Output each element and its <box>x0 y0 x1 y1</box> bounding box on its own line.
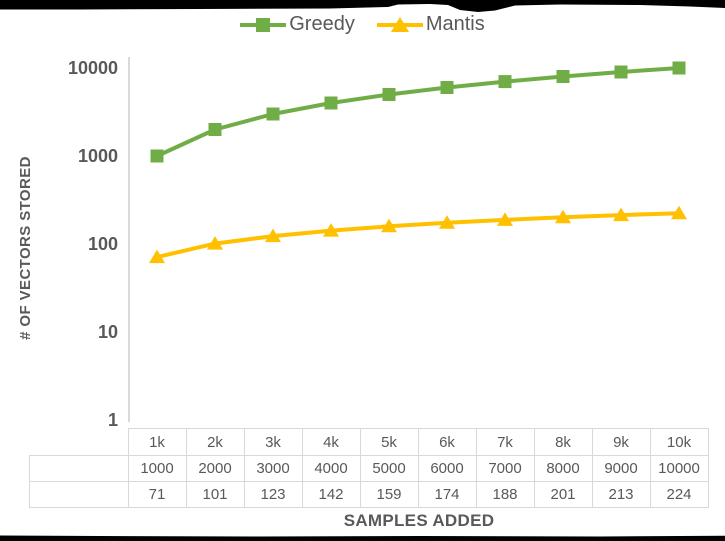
value-greedy-5k: 5000 <box>359 455 419 482</box>
table-corner-spacer <box>30 429 129 456</box>
marker-greedy-7k <box>498 75 512 89</box>
row-header-mantis <box>29 481 129 508</box>
data-table: 1k 2k 3k 4k 5k 6k 7k 8k 9k 10k 1000 2000 3000 4000 500… <box>29 428 709 508</box>
table-row-mantis: 71 101 123 142 159 174 188 201 213 224 <box>29 481 709 508</box>
value-greedy-2k: 2000 <box>185 455 245 482</box>
value-greedy-7k: 7000 <box>475 455 535 482</box>
table-header-row: 1k 2k 3k 4k 5k 6k 7k 8k 9k 10k <box>30 428 709 456</box>
marker-greedy-5k <box>382 88 396 101</box>
x-category-5k: 5k <box>359 428 419 456</box>
legend-item-mantis: Mantis <box>376 13 485 36</box>
x-category-8k: 8k <box>533 428 593 456</box>
value-mantis-6k: 174 <box>417 481 477 508</box>
plot-area <box>128 57 687 422</box>
series-line-greedy <box>155 66 681 158</box>
scan-border-top <box>0 0 725 12</box>
marker-mantis-7k <box>497 212 513 226</box>
value-greedy-8k: 8000 <box>533 455 593 482</box>
legend-label-mantis: Mantis <box>425 13 485 35</box>
value-greedy-1k: 1000 <box>127 455 187 482</box>
x-category-7k: 7k <box>475 428 535 456</box>
marker-greedy-8k <box>556 70 570 83</box>
marker-greedy-1k <box>150 149 164 163</box>
y-tick-100: 100 <box>87 234 118 254</box>
value-greedy-3k: 3000 <box>243 455 303 482</box>
marker-mantis-1k <box>149 249 165 264</box>
scan-border-bottom-shape <box>0 535 725 541</box>
value-mantis-4k: 142 <box>301 481 361 508</box>
value-greedy-9k: 9000 <box>591 455 651 482</box>
scan-border-bottom <box>0 535 725 541</box>
x-category-9k: 9k <box>591 428 651 456</box>
table-row-greedy: 1000 2000 3000 4000 5000 6000 7000 8000 9000 1000… <box>29 455 709 482</box>
x-category-1k: 1k <box>127 428 187 456</box>
marker-greedy-6k <box>440 81 454 94</box>
x-category-4k: 4k <box>301 428 361 456</box>
marker-mantis-2k <box>207 236 223 250</box>
scan-border-top-shape <box>0 0 725 12</box>
marker-mantis-5k <box>381 218 397 233</box>
marker-greedy-3k <box>266 107 280 121</box>
value-mantis-2k: 101 <box>185 481 245 508</box>
marker-greedy-10k <box>672 61 686 75</box>
marker-mantis-8k <box>555 209 571 224</box>
row-header-greedy <box>29 455 129 482</box>
marker-mantis-10k <box>671 205 687 220</box>
greedy-line-square-icon <box>240 17 287 32</box>
x-category-10k: 10k <box>649 428 709 456</box>
value-mantis-10k: 224 <box>649 481 709 508</box>
value-mantis-8k: 201 <box>533 481 593 508</box>
value-mantis-9k: 213 <box>591 481 651 508</box>
marker-greedy-9k <box>614 65 628 79</box>
value-mantis-3k: 123 <box>243 481 303 508</box>
x-axis-title: SAMPLES ADDED <box>343 511 495 530</box>
legend: Greedy Mantis <box>0 13 725 36</box>
x-category-6k: 6k <box>417 428 477 456</box>
y-tick-1: 1 <box>107 410 118 430</box>
y-tick-10000: 10000 <box>67 58 118 78</box>
series-line-mantis <box>155 211 681 260</box>
value-greedy-6k: 6000 <box>417 455 477 482</box>
y-tick-1000: 1000 <box>77 146 118 166</box>
marker-greedy-2k <box>208 123 222 136</box>
marker-mantis-4k <box>323 223 339 237</box>
marker-mantis-3k <box>265 228 281 243</box>
value-mantis-1k: 71 <box>127 481 187 508</box>
value-greedy-4k: 4000 <box>301 455 361 482</box>
legend-label-greedy: Greedy <box>289 13 355 35</box>
x-category-2k: 2k <box>185 428 245 456</box>
marker-mantis-9k <box>613 207 629 222</box>
value-mantis-7k: 188 <box>475 481 535 508</box>
y-tick-10: 10 <box>97 322 118 342</box>
mantis-line-triangle-icon <box>376 16 423 32</box>
marker-mantis-6k <box>439 215 455 229</box>
legend-item-greedy: Greedy <box>240 13 355 36</box>
value-mantis-5k: 159 <box>359 481 419 508</box>
x-category-3k: 3k <box>243 428 303 456</box>
marker-greedy-4k <box>324 96 338 110</box>
value-greedy-10k: 10000 <box>649 455 709 482</box>
